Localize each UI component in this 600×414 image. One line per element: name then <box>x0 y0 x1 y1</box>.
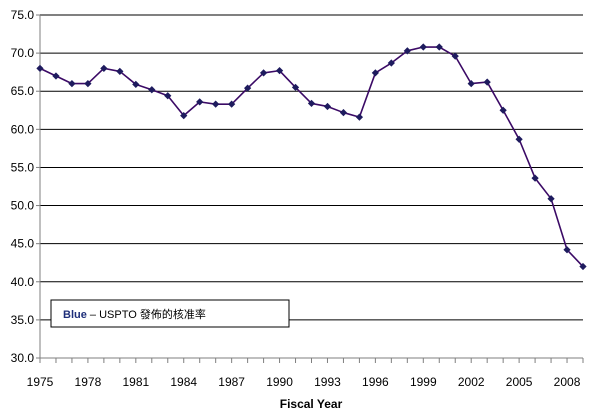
data-point <box>196 98 204 106</box>
y-tick-label: 60.0 <box>11 122 35 136</box>
x-tick-label: 1978 <box>75 375 102 389</box>
data-point <box>355 113 364 121</box>
x-tick-label: 1990 <box>266 375 293 389</box>
x-tick-label: 1981 <box>122 375 149 389</box>
data-point <box>515 135 523 143</box>
y-tick-label: 45.0 <box>11 237 35 251</box>
x-tick-label: 1999 <box>410 375 437 389</box>
data-point <box>371 69 380 77</box>
data-point <box>132 80 140 88</box>
data-point <box>547 195 555 203</box>
legend-strong: Blue <box>63 309 87 321</box>
data-point <box>212 100 220 108</box>
legend-text: Blue – USPTO 發佈的核准率 <box>63 307 206 321</box>
x-axis-title: Fiscal Year <box>280 397 343 411</box>
data-point <box>435 43 443 51</box>
data-point <box>307 99 316 108</box>
data-point <box>451 52 459 60</box>
x-tick-label: 1993 <box>314 375 341 389</box>
data-point <box>579 262 587 271</box>
data-point <box>164 92 172 100</box>
data-point <box>259 69 268 77</box>
data-point <box>387 59 395 67</box>
data-point <box>275 67 284 75</box>
data-point <box>531 174 539 182</box>
x-tick-label: 1975 <box>27 375 54 389</box>
y-tick-label: 65.0 <box>11 84 35 98</box>
data-point <box>419 43 427 51</box>
data-point <box>84 79 92 88</box>
data-point <box>36 64 44 72</box>
data-point <box>339 108 348 117</box>
data-point <box>52 72 60 80</box>
y-tick-label: 55.0 <box>11 160 35 174</box>
data-point <box>228 100 236 108</box>
data-point <box>243 84 252 92</box>
data-point <box>291 83 300 92</box>
data-point <box>403 47 411 55</box>
legend-box <box>50 299 290 328</box>
y-tick-label: 75.0 <box>11 8 35 22</box>
x-tick-label: 2005 <box>506 375 533 389</box>
data-point <box>68 79 76 88</box>
data-point <box>483 78 491 86</box>
y-tick-label: 40.0 <box>11 275 35 289</box>
x-tick-label: 2002 <box>458 375 485 389</box>
data-point <box>563 246 571 254</box>
data-point <box>116 67 124 76</box>
data-point <box>100 64 108 72</box>
data-point <box>499 106 507 114</box>
data-point <box>467 79 475 88</box>
data-point <box>323 102 332 111</box>
legend-rest: – USPTO 發佈的核准率 <box>87 307 206 321</box>
data-point <box>180 111 188 120</box>
y-tick-label: 30.0 <box>11 351 35 365</box>
x-tick-label: 1984 <box>170 375 197 389</box>
y-tick-label: 35.0 <box>11 313 35 327</box>
data-point <box>148 86 156 94</box>
x-tick-label: 1987 <box>218 375 245 389</box>
y-tick-label: 70.0 <box>11 46 35 60</box>
x-tick-label: 1996 <box>362 375 389 389</box>
y-tick-label: 50.0 <box>11 199 35 213</box>
x-tick-label: 2008 <box>554 375 581 389</box>
